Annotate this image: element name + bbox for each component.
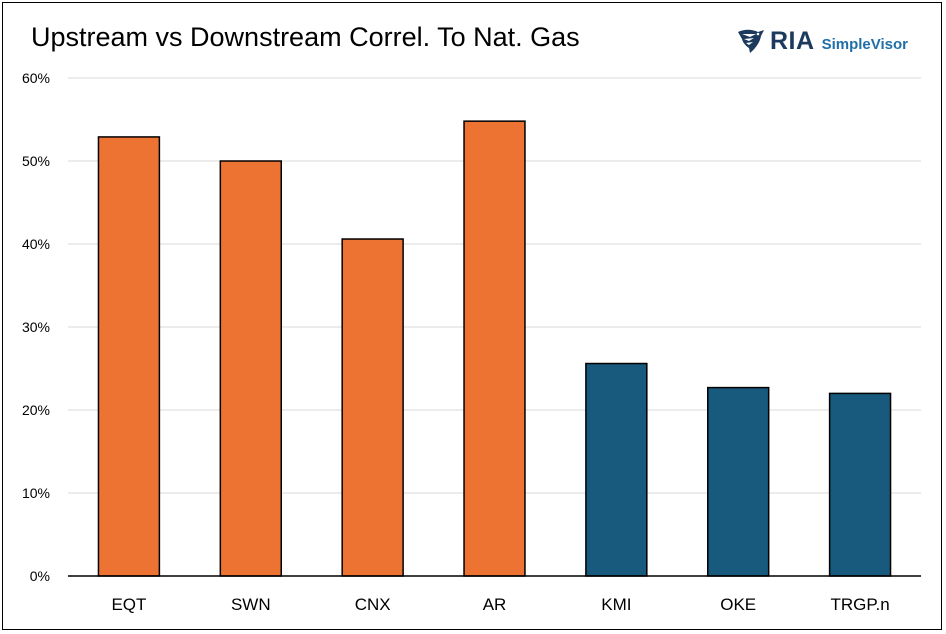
bars (97, 120, 892, 577)
x-category-label: SWN (231, 595, 271, 614)
y-tick-label: 0% (30, 568, 50, 584)
y-tick-label: 50% (22, 153, 50, 169)
ria-simplevisor-logo: RIA SimpleVisor (736, 26, 908, 56)
y-tick-label: 60% (22, 70, 50, 86)
bar-trgp-n (828, 392, 892, 577)
x-category-label: TRGP.n (830, 595, 889, 614)
bar-swn (219, 160, 282, 577)
bar-kmi (585, 362, 648, 577)
x-category-label: EQT (111, 595, 146, 614)
x-category-label: KMI (601, 595, 631, 614)
x-axis-category-labels: EQT SWN CNX AR KMI OKE TRGP.n (111, 595, 889, 614)
x-category-label: CNX (355, 595, 391, 614)
bar-eqt (97, 136, 161, 577)
logo-brand-text: RIA (770, 26, 815, 55)
bar-oke (707, 386, 770, 577)
y-tick-label: 30% (22, 319, 50, 335)
y-tick-label: 40% (22, 236, 50, 252)
eagle-icon (738, 29, 764, 53)
y-tick-label: 10% (22, 485, 50, 501)
chart-title: Upstream vs Downstream Correl. To Nat. G… (31, 22, 580, 52)
bar-ar (463, 120, 526, 577)
x-category-label: AR (483, 595, 507, 614)
logo-product-text: SimpleVisor (821, 35, 908, 53)
y-axis-tick-labels: 0% 10% 20% 30% 40% 50% 60% (22, 70, 50, 584)
y-tick-label: 20% (22, 402, 50, 418)
bar-cnx (341, 238, 404, 577)
x-category-label: OKE (720, 595, 756, 614)
